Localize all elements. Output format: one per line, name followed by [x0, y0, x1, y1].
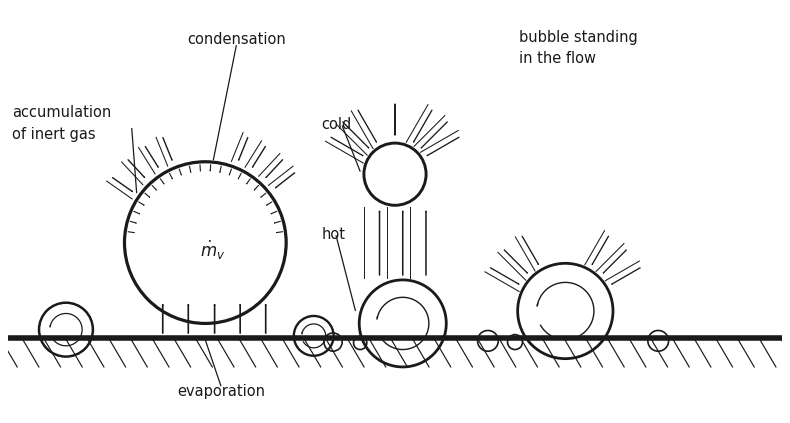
Text: cold: cold [322, 117, 352, 132]
Text: accumulation: accumulation [12, 104, 111, 120]
Text: evaporation: evaporation [177, 385, 265, 399]
Text: bubble standing: bubble standing [519, 30, 638, 45]
Text: $\dot{m}_v$: $\dot{m}_v$ [201, 239, 226, 262]
Text: condensation: condensation [187, 32, 286, 47]
Text: in the flow: in the flow [519, 52, 596, 66]
Text: hot: hot [322, 227, 345, 242]
Text: of inert gas: of inert gas [12, 127, 96, 142]
